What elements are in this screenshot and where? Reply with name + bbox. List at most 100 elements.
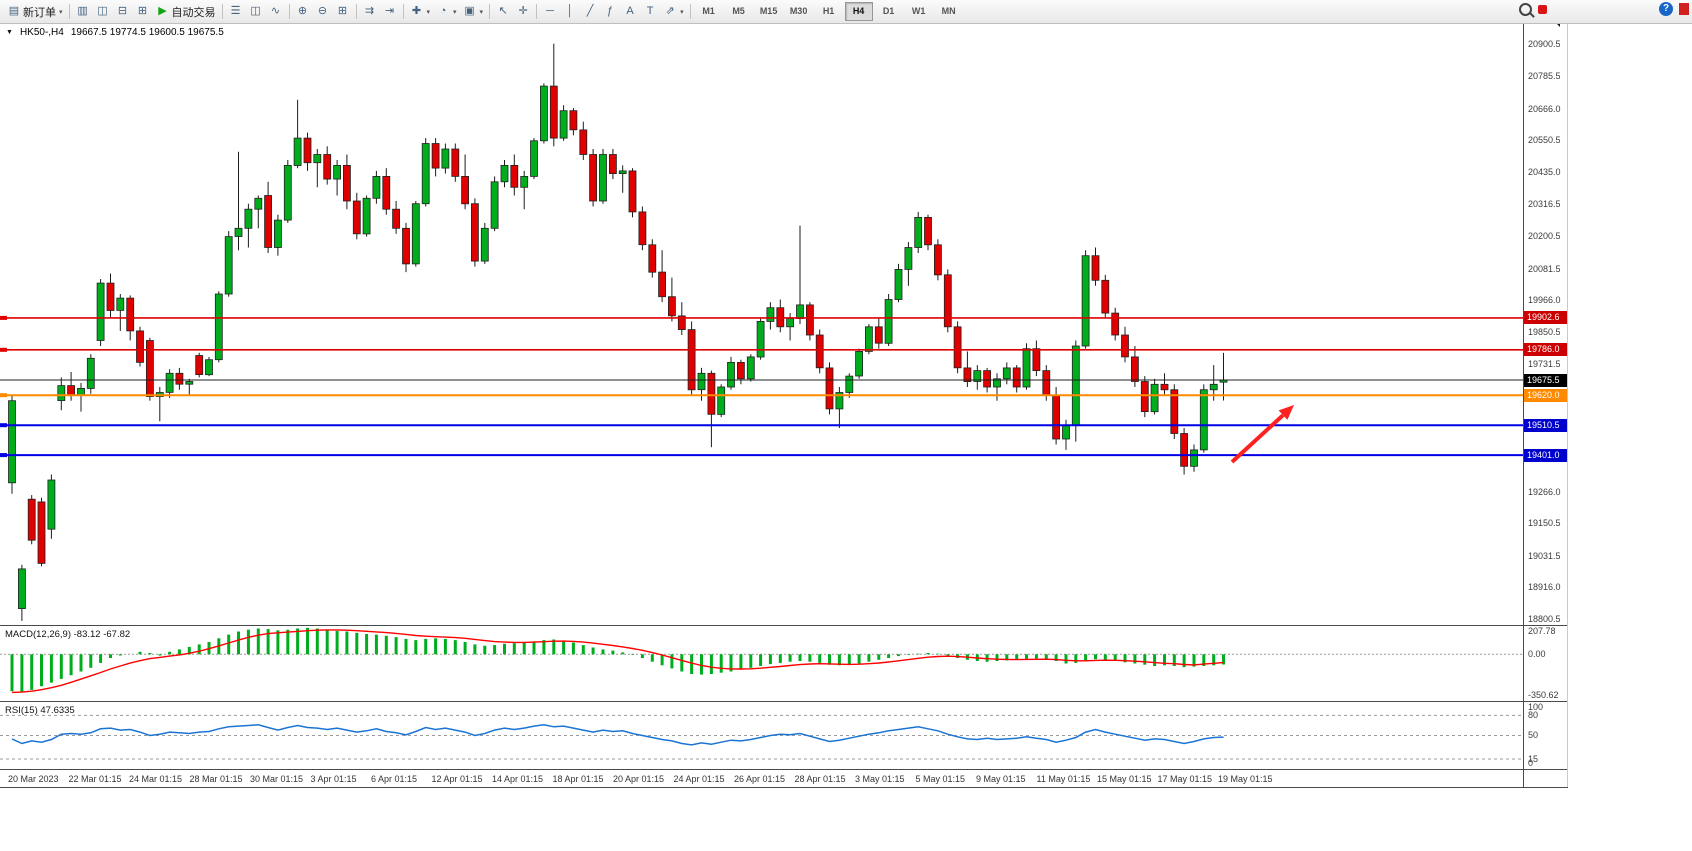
cursor-button[interactable]: ↖ [493, 2, 513, 21]
price-tick: 19731.5 [1528, 359, 1561, 370]
macd-axis[interactable]: 207.78 0.00 -350.62 [1524, 626, 1568, 701]
candlestick-chart-icon: ◫ [250, 5, 261, 17]
time-label: 22 Mar 01:15 [68, 774, 122, 784]
hline-19510.5[interactable] [0, 423, 1523, 428]
rsi-axis[interactable]: 100 80 50 15 0 [1524, 702, 1568, 769]
fibonacci-button[interactable]: ƒ [600, 2, 620, 21]
time-label: 14 Apr 01:15 [492, 774, 544, 784]
line-chart-button[interactable]: ∿ [266, 2, 286, 21]
timeframe-toolbar: M1 M5 M15 M30 H1 H4 D1 W1 MN [694, 2, 964, 21]
toolbar-separator [489, 4, 491, 19]
rsi-canvas[interactable] [0, 702, 1523, 769]
vertical-line-button[interactable]: │ [560, 2, 580, 21]
chart-right-border [1567, 24, 1568, 787]
price-axis[interactable]: 20900.5 20785.5 20666.0 20550.5 20435.0 20316… [1524, 24, 1568, 625]
chart-shift-button[interactable]: ⇥ [380, 2, 400, 21]
new-order-button[interactable]: ▤ 新订单 ▾ [4, 2, 66, 21]
price-tick: 18916.0 [1528, 582, 1561, 593]
arrows-button[interactable]: ⇗ ▾ [660, 2, 687, 21]
chart-menu-icon[interactable]: ▼ [6, 29, 13, 36]
terminal-button[interactable]: ⊞ [133, 2, 153, 21]
navigator-icon: ⊟ [117, 5, 128, 17]
hline-19620.0[interactable] [0, 393, 1523, 398]
zoom-out-button[interactable]: ⊖ [313, 2, 333, 21]
price-chart[interactable] [0, 24, 1523, 625]
macd-histogram [10, 627, 1225, 693]
rsi-name: RSI(15) [5, 705, 38, 716]
hline-left-marker[interactable] [0, 393, 7, 398]
macd-label: MACD(12,26,9) -83.12 -67.82 [5, 629, 130, 640]
price-tick: 20316.5 [1528, 199, 1561, 210]
crosshair-button[interactable]: ✛ [513, 2, 533, 21]
price-tag-19510.5: 19510.5 [1524, 418, 1567, 432]
timeframe-d1-button[interactable]: D1 [882, 6, 895, 16]
panel-separator[interactable] [0, 769, 1568, 770]
macd-canvas[interactable] [0, 626, 1523, 701]
help-button[interactable]: ? [1659, 2, 1673, 16]
price-tag-19620.0: 19620.0 [1524, 388, 1567, 402]
time-axis[interactable]: 20 Mar 2023 22 Mar 01:15 24 Mar 01:15 28 Ma… [0, 770, 1523, 787]
hline-left-marker[interactable] [0, 315, 7, 320]
toolbar-separator [221, 4, 223, 19]
timeframe-m1-button[interactable]: M1 [702, 6, 715, 16]
horizontal-line-button[interactable]: ─ [540, 2, 560, 21]
price-tick: 19031.5 [1528, 550, 1561, 561]
autotrading-icon: ▶ [158, 5, 167, 17]
toolbar-separator [288, 4, 290, 19]
new-order-button-label: 新订单 [23, 6, 56, 19]
hline-left-marker[interactable] [0, 453, 7, 458]
tile-windows-button[interactable]: ⊞ [333, 2, 353, 21]
panel-separator[interactable] [0, 701, 1568, 702]
toolbar-separator [68, 4, 70, 19]
hline-19786.0[interactable] [0, 347, 1523, 352]
notification-badge[interactable] [1538, 4, 1547, 14]
price-tick: 20550.5 [1528, 135, 1561, 146]
toolbar-items: ▤ 新订单 ▾ ▥ ◫ ⊟ ⊞ ▶ 自动交易 ☰ ◫ ∿ ⊕ ⊖ ⊞ ⇉ ⇥ ✚ ▾ ◔ ▾ ▣ ▾ ↖ ✛ ─ │ ╱ ƒ A T ⇗ ▾ [4, 2, 694, 21]
text-button[interactable]: A [620, 2, 640, 21]
auto-scroll-button[interactable]: ⇉ [360, 2, 380, 21]
search-button-icon[interactable] [1519, 2, 1532, 16]
periods-icon: ◔ [439, 5, 447, 17]
timeframe-h1-button[interactable]: H1 [822, 6, 835, 16]
market-watch-button[interactable]: ▥ [73, 2, 93, 21]
arrow-annotation[interactable] [1230, 405, 1294, 464]
rsi-tick: 80 [1528, 709, 1539, 720]
hline-19902.6[interactable] [0, 315, 1523, 320]
new-chart-button[interactable]: ✚ ▾ [407, 2, 434, 21]
navigator-button[interactable]: ⊟ [113, 2, 133, 21]
data-window-button[interactable]: ◫ [93, 2, 113, 21]
autotrading-button[interactable]: ▶ 自动交易 [153, 2, 219, 21]
bar-chart-button[interactable]: ☰ [226, 2, 246, 21]
templates-button[interactable]: ▣ ▾ [460, 2, 487, 21]
toolbar-right-icons: ? [1519, 2, 1689, 16]
timeframe-mn-button[interactable]: MN [941, 6, 956, 16]
time-label: 19 May 01:15 [1218, 774, 1273, 784]
candlestick-chart-button[interactable]: ◫ [246, 2, 266, 21]
macd-panel[interactable] [0, 626, 1523, 701]
alerts-button[interactable] [1679, 3, 1689, 15]
panel-separator[interactable] [0, 625, 1568, 626]
timeframe-m5-button[interactable]: M5 [732, 6, 745, 16]
timeframe-w1-button[interactable]: W1 [911, 6, 926, 16]
hline-19401.0[interactable] [0, 453, 1523, 458]
price-chart-canvas[interactable] [0, 24, 1523, 625]
trendline-button[interactable]: ╱ [580, 2, 600, 21]
price-tag-19401.0: 19401.0 [1524, 448, 1567, 462]
right-filler [1568, 24, 1692, 851]
rsi-panel[interactable] [0, 702, 1523, 769]
rsi-tick: 100 [1528, 702, 1544, 712]
text-label-button[interactable]: T [640, 2, 660, 21]
line-chart-icon: ∿ [270, 5, 281, 17]
price-tick: 19266.0 [1528, 486, 1561, 497]
timeframe-h4-button[interactable]: H4 [844, 2, 873, 21]
timeframe-m15-button[interactable]: M15 [759, 6, 778, 16]
zoom-in-button[interactable]: ⊕ [293, 2, 313, 21]
time-label: 26 Apr 01:15 [734, 774, 786, 784]
hline-left-marker[interactable] [0, 423, 7, 428]
hline-left-marker[interactable] [0, 347, 7, 352]
chart-ohlc-values: 19667.5 19774.5 19600.5 19675.5 [70, 27, 224, 38]
periods-button[interactable]: ◔ ▾ [433, 2, 460, 21]
time-label: 11 May 01:15 [1036, 774, 1091, 784]
time-label: 17 May 01:15 [1157, 774, 1213, 784]
timeframe-m30-button[interactable]: M30 [789, 6, 808, 16]
